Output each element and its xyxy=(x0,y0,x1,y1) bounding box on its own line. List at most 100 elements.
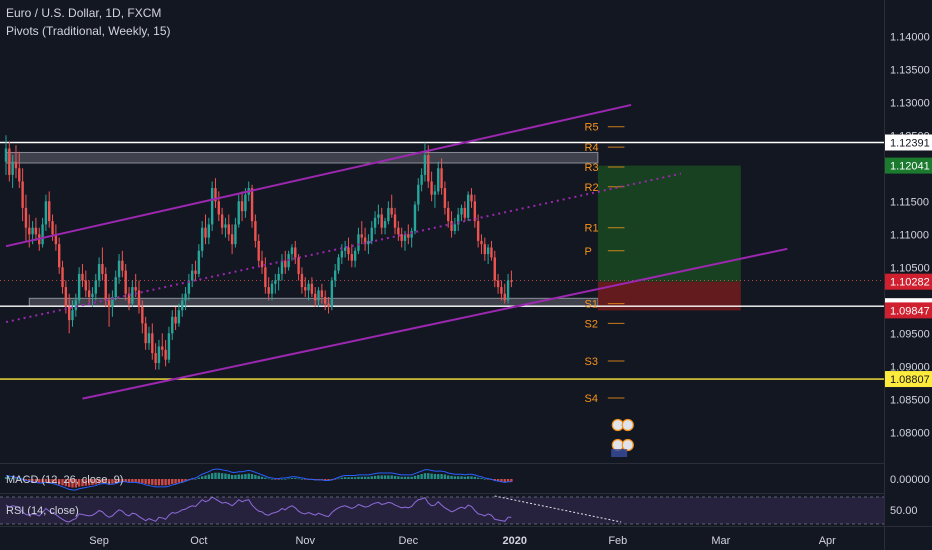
candle-body xyxy=(347,247,350,255)
macd-histogram-bar xyxy=(181,479,184,483)
candle-body xyxy=(21,181,24,208)
candles xyxy=(4,135,513,370)
macd-histogram-bar xyxy=(476,477,480,479)
candle-body xyxy=(377,214,380,218)
macd-histogram-bar xyxy=(254,474,257,479)
candle-body xyxy=(277,273,280,281)
x-tick-label: 2020 xyxy=(502,535,526,547)
economic-event-icon xyxy=(621,438,634,452)
macd-histogram-bar xyxy=(230,474,234,479)
macd-histogram-bar xyxy=(274,479,277,480)
candle-body xyxy=(324,297,327,304)
pivots-indicator-label[interactable]: Pivots (Traditional, Weekly, 15) xyxy=(6,24,171,38)
candle-body xyxy=(134,287,137,291)
candle-body xyxy=(191,270,194,281)
macd-histogram-bar xyxy=(420,474,423,479)
macd-histogram-bar xyxy=(304,479,307,480)
rectangle-zone xyxy=(5,151,599,164)
macd-histogram-bar xyxy=(174,479,177,484)
candle-body xyxy=(420,174,423,185)
macd-histogram-bar xyxy=(127,479,131,483)
candle-body xyxy=(390,207,393,215)
rsi-line xyxy=(5,496,512,523)
macd-histogram-bar xyxy=(270,479,274,480)
macd-histogram-bar xyxy=(164,479,167,486)
macd-histogram-bar xyxy=(234,474,237,479)
candle-body xyxy=(151,333,154,354)
macd-pane-label[interactable]: MACD (12, 26, close, 9) xyxy=(6,474,124,486)
x-tick-label: Dec xyxy=(399,535,419,547)
candle-body xyxy=(294,247,297,258)
candle-body xyxy=(210,188,214,225)
pivot-level-label: R3 xyxy=(585,162,599,174)
pivot-level-label: R2 xyxy=(585,182,599,194)
rsi-pane-label[interactable]: RSI (14, close) xyxy=(6,505,79,517)
candle-body xyxy=(111,297,114,307)
macd-histogram-bar xyxy=(257,475,260,479)
macd-histogram-bar xyxy=(264,477,267,479)
price-tag xyxy=(885,157,932,174)
candle-body xyxy=(131,287,134,304)
candle-body xyxy=(393,214,397,228)
candle-body xyxy=(34,227,38,235)
candle-body xyxy=(224,224,227,228)
macd-histogram-bar xyxy=(453,476,457,479)
macd-histogram-bar xyxy=(294,478,297,479)
macd-histogram-bar xyxy=(214,472,217,479)
macd-histogram-bar xyxy=(18,479,21,480)
macd-histogram-bar xyxy=(81,479,84,487)
macd-histogram-bar xyxy=(107,479,111,484)
candle-body xyxy=(337,257,340,271)
macd-histogram-bar xyxy=(237,474,240,479)
candle-body xyxy=(284,260,287,268)
pivot-level-label: R4 xyxy=(585,142,599,154)
macd-histogram-bar xyxy=(380,475,383,479)
candle-body xyxy=(503,293,506,301)
candle-body xyxy=(48,201,51,222)
macd-histogram-bar xyxy=(207,474,211,479)
candle-body xyxy=(250,188,254,222)
macd-histogram-bar xyxy=(417,474,420,479)
macd-histogram-bar xyxy=(383,475,387,479)
macd-histogram-bar xyxy=(217,472,220,479)
candle-body xyxy=(457,214,460,225)
macd-histogram-bar xyxy=(8,477,11,479)
candle-body xyxy=(14,161,18,169)
candle-body xyxy=(466,194,470,218)
candle-body xyxy=(77,273,81,301)
candle-body xyxy=(304,287,307,291)
price-tag xyxy=(885,371,932,388)
candle-body xyxy=(510,280,513,282)
candle-body xyxy=(330,280,334,307)
macd-histogram-bar xyxy=(67,479,71,488)
macd-histogram-bar xyxy=(117,479,121,483)
macd-histogram-bar xyxy=(343,477,347,479)
macd-histogram-bar xyxy=(284,479,287,480)
candle-body xyxy=(257,240,260,261)
macd-histogram-bar xyxy=(360,476,363,479)
macd-histogram-bar xyxy=(400,476,403,479)
macd-histogram-bar xyxy=(347,477,350,479)
y-tick-label: 1.11500 xyxy=(890,196,929,208)
candle-body xyxy=(500,287,503,294)
macd-histogram-bar xyxy=(280,479,284,480)
candle-body xyxy=(114,277,117,297)
candle-body xyxy=(71,310,74,321)
candle-body xyxy=(141,306,144,324)
candle-body xyxy=(234,224,237,245)
macd-histogram-bar xyxy=(101,479,104,484)
x-tick-label: Mar xyxy=(711,535,730,547)
candle-body xyxy=(450,221,453,231)
economic-event-icon xyxy=(611,438,624,452)
candle-body xyxy=(97,264,101,281)
candle-body xyxy=(370,227,373,241)
candle-body xyxy=(490,247,493,258)
candle-body xyxy=(164,349,167,360)
economic-event-icon xyxy=(621,418,634,432)
macd-histogram-bar xyxy=(54,479,58,484)
macd-histogram-bar xyxy=(390,475,393,479)
macd-histogram-bar xyxy=(197,477,201,479)
macd-histogram-bar xyxy=(184,479,187,482)
macd-histogram-bar xyxy=(290,478,294,479)
